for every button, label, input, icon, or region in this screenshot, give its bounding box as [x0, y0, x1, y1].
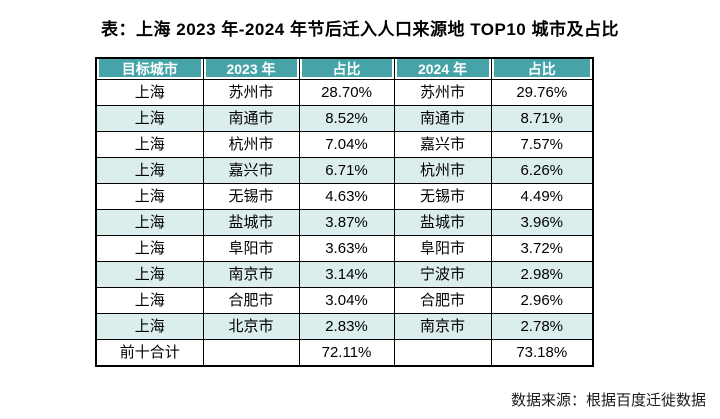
table-cell: 上海	[95, 183, 204, 210]
table-row: 上海 盐城市 3.87% 盐城市 3.96%	[95, 209, 594, 236]
table-cell: 北京市	[202, 313, 300, 340]
table-header: 目标城市 2023 年占比 2024 年占比	[95, 57, 594, 80]
table-cell: 6.71%	[298, 157, 395, 184]
table-cell: 28.70%	[298, 79, 395, 106]
table-cell: 上海	[95, 79, 204, 106]
table-cell: 2.96%	[490, 287, 594, 314]
table-cell: 苏州市	[393, 79, 492, 106]
table-cell: 2.83%	[298, 313, 395, 340]
table-row: 上海 阜阳市 3.63% 阜阳市 3.72%	[95, 235, 594, 262]
table-cell: 南通市	[202, 105, 300, 132]
table-body: 上海 苏州市 28.70% 苏州市 29.76% 上海 南通市 8.52% 南通市 8.71% 上海…	[95, 79, 594, 367]
table-cell: 7.57%	[490, 131, 594, 158]
table-cell: 宁波市	[393, 261, 492, 288]
table-cell	[393, 339, 492, 367]
table-cell: 无锡市	[202, 183, 300, 210]
table-cell: 2.98%	[490, 261, 594, 288]
column-header: 2024 年	[393, 57, 492, 80]
table-cell: 阜阳市	[202, 235, 300, 262]
page-title: 表：上海 2023 年-2024 年节后迁入人口来源地 TOP10 城市及占比	[101, 20, 619, 39]
table-cell: 上海	[95, 157, 204, 184]
table-cell: 2.78%	[490, 313, 594, 340]
migration-table: 目标城市 2023 年占比 2024 年占比 上海 苏州市 28.70% 苏州市 29.76…	[95, 57, 594, 367]
table-cell: 阜阳市	[393, 235, 492, 262]
table-cell: 南京市	[202, 261, 300, 288]
table-cell	[202, 339, 300, 367]
table-row: 上海 嘉兴市 6.71% 杭州市 6.26%	[95, 157, 594, 184]
table-cell: 4.49%	[490, 183, 594, 210]
table-cell: 盐城市	[202, 209, 300, 236]
total-row: 前十合计 72.11% 73.18%	[95, 339, 594, 367]
table-cell: 盐城市	[393, 209, 492, 236]
table-cell: 3.14%	[298, 261, 395, 288]
table-cell: 3.04%	[298, 287, 395, 314]
table-cell: 29.76%	[490, 79, 594, 106]
table-cell: 73.18%	[490, 339, 594, 367]
column-header: 占比	[490, 57, 594, 80]
table-cell: 前十合计	[95, 339, 204, 367]
table-cell: 8.52%	[298, 105, 395, 132]
table-cell: 苏州市	[202, 79, 300, 106]
table-row: 上海 合肥市 3.04% 合肥市 2.96%	[95, 287, 594, 314]
table-cell: 上海	[95, 313, 204, 340]
table-cell: 72.11%	[298, 339, 395, 367]
table-cell: 3.96%	[490, 209, 594, 236]
table-cell: 4.63%	[298, 183, 395, 210]
header-row: 目标城市 2023 年占比 2024 年占比	[95, 57, 594, 80]
table-cell: 上海	[95, 287, 204, 314]
table-cell: 上海	[95, 131, 204, 158]
table-cell: 3.87%	[298, 209, 395, 236]
column-header: 目标城市	[95, 57, 204, 80]
table-cell: 上海	[95, 235, 204, 262]
table-cell: 嘉兴市	[393, 131, 492, 158]
table-cell: 上海	[95, 261, 204, 288]
table-cell: 南京市	[393, 313, 492, 340]
table-cell: 6.26%	[490, 157, 594, 184]
table-cell: 8.71%	[490, 105, 594, 132]
table-row: 上海 无锡市 4.63% 无锡市 4.49%	[95, 183, 594, 210]
table-cell: 杭州市	[393, 157, 492, 184]
table-cell: 合肥市	[393, 287, 492, 314]
table-cell: 上海	[95, 105, 204, 132]
table-cell: 嘉兴市	[202, 157, 300, 184]
column-header: 占比	[298, 57, 395, 80]
table-cell: 无锡市	[393, 183, 492, 210]
table-cell: 7.04%	[298, 131, 395, 158]
table-row: 上海 南京市 3.14% 宁波市 2.98%	[95, 261, 594, 288]
table-cell: 3.72%	[490, 235, 594, 262]
table-row: 上海 北京市 2.83% 南京市 2.78%	[95, 313, 594, 340]
data-source-note: 数据来源：根据百度迁徙数据	[510, 392, 706, 409]
table-row: 上海 苏州市 28.70% 苏州市 29.76%	[95, 79, 594, 106]
column-header: 2023 年	[202, 57, 300, 80]
table-row: 上海 杭州市 7.04% 嘉兴市 7.57%	[95, 131, 594, 158]
table-cell: 合肥市	[202, 287, 300, 314]
table-cell: 杭州市	[202, 131, 300, 158]
table-row: 上海 南通市 8.52% 南通市 8.71%	[95, 105, 594, 132]
table-cell: 3.63%	[298, 235, 395, 262]
table-cell: 南通市	[393, 105, 492, 132]
table-cell: 上海	[95, 209, 204, 236]
